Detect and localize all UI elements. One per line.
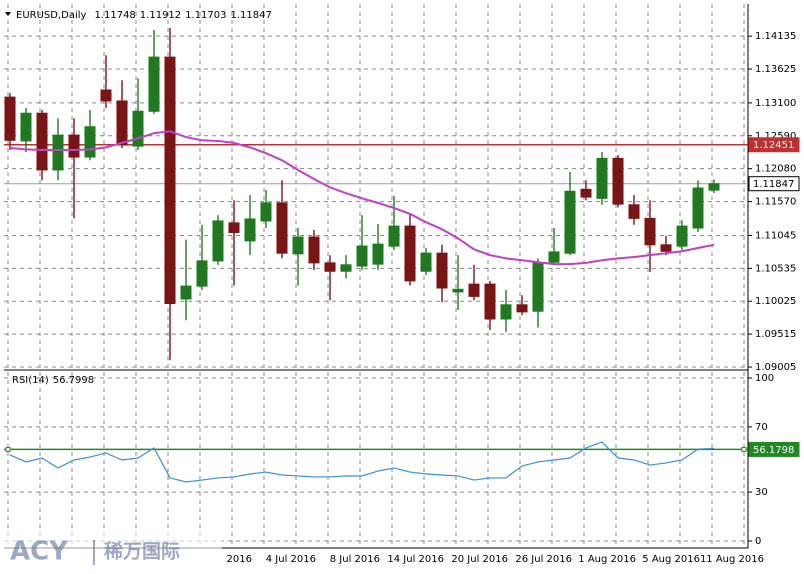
- y-tick-label: 1.09005: [755, 362, 796, 373]
- candle-body: [628, 204, 640, 219]
- symbol: EURUSD,Daily: [16, 10, 87, 21]
- header-open: 1.11748: [94, 10, 135, 21]
- y-tick-label: 30: [755, 487, 768, 498]
- level-handle: [5, 446, 11, 452]
- x-tick-label: 14 Jul 2016: [387, 554, 444, 565]
- price-label: 1.11847: [753, 179, 794, 190]
- candle-body: [516, 304, 528, 313]
- candle-body: [452, 288, 464, 293]
- candle-body: [388, 225, 400, 247]
- y-tick-label: 1.11045: [755, 230, 796, 241]
- y-tick-label: 1.10025: [755, 296, 796, 307]
- candle-body: [4, 96, 16, 141]
- candle-body: [68, 134, 80, 158]
- chart-header: EURUSD,Daily 1.11748 1.11912 1.11703 1.11847: [16, 10, 272, 21]
- candle-body: [644, 217, 656, 246]
- candle-body: [532, 262, 544, 312]
- y-tick-label: 1.12590: [755, 131, 796, 142]
- price-label-box: [748, 441, 800, 457]
- y-tick-label: 1.11570: [755, 197, 796, 208]
- candle-body: [660, 244, 672, 252]
- level-handle: [741, 446, 747, 452]
- candle-body: [356, 245, 368, 267]
- candle-body: [100, 89, 112, 102]
- y-tick-label: 100: [755, 373, 774, 384]
- candle-body: [164, 56, 176, 304]
- candle-body: [436, 252, 448, 289]
- candle-body: [596, 157, 608, 199]
- x-tick-label: 8 Jul 2016: [330, 554, 380, 565]
- x-tick-label: 11 Aug 2016: [700, 554, 764, 565]
- y-tick-label: 1.14135: [755, 31, 796, 42]
- y-tick-label: 0: [755, 536, 761, 547]
- watermark-local: 稀万国际: [104, 540, 180, 563]
- candle-body: [340, 264, 352, 272]
- candle-body: [580, 188, 592, 198]
- y-tick-label: 1.10535: [755, 263, 796, 274]
- candle-body: [612, 157, 624, 205]
- price-label-box: [748, 137, 800, 153]
- moving-average: [9, 130, 715, 266]
- header-high: 1.11912: [140, 10, 181, 21]
- x-tick-label: 20 Jul 2016: [451, 554, 508, 565]
- candle-body: [196, 260, 208, 287]
- y-tick-label: 70: [755, 422, 768, 433]
- candle-body: [308, 236, 320, 264]
- watermark: ACY 稀万国际: [0, 530, 222, 574]
- watermark-bg: [0, 530, 222, 574]
- candle-body: [420, 252, 432, 272]
- candle-body: [708, 183, 720, 191]
- x-tick-label: 26 Jul 2016: [515, 554, 572, 565]
- candle-body: [36, 112, 48, 171]
- candle-body: [468, 283, 480, 297]
- y-tick-label: 1.12080: [755, 164, 796, 175]
- rsi-header: RSI(14) 56.7998: [12, 375, 94, 386]
- candle-body: [180, 285, 192, 300]
- rsi-value: 56.7998: [53, 375, 94, 386]
- candle-body: [148, 56, 160, 112]
- candle-body: [52, 134, 64, 171]
- price-label-box: [748, 176, 800, 192]
- y-tick-label: 1.13625: [755, 64, 796, 75]
- header-low: 1.11703: [185, 10, 226, 21]
- candle-body: [676, 225, 688, 247]
- x-tick-label: 2016: [227, 554, 252, 565]
- candle-body: [116, 100, 128, 146]
- candle-body: [276, 202, 288, 254]
- header-close: 1.11847: [231, 10, 272, 21]
- candle-body: [324, 262, 336, 272]
- candle-body: [372, 243, 384, 265]
- candle-body: [228, 222, 240, 234]
- rsi-line: [9, 441, 715, 483]
- candle-body: [260, 202, 272, 222]
- candle-body: [564, 190, 576, 254]
- candle-body: [84, 126, 96, 158]
- candle-body: [484, 283, 496, 320]
- candle-body: [244, 218, 256, 242]
- rsi-name: RSI(14): [12, 375, 49, 386]
- x-tick-label: 1 Aug 2016: [578, 554, 636, 565]
- price-label: 1.12451: [753, 140, 794, 151]
- candle-body: [20, 112, 32, 142]
- candle-body: [292, 236, 304, 255]
- candle-body: [132, 110, 144, 147]
- candle-body: [212, 220, 224, 262]
- y-tick-label: 1.13100: [755, 98, 796, 109]
- candle-body: [548, 251, 560, 263]
- watermark-brand: ACY: [10, 537, 69, 567]
- menu-arrow: [5, 12, 11, 16]
- candle-body: [692, 187, 704, 229]
- y-tick-label: 1.09515: [755, 329, 796, 340]
- candle-body: [500, 304, 512, 320]
- x-tick-label: 5 Aug 2016: [642, 554, 700, 565]
- candle-body: [404, 225, 416, 282]
- x-tick-label: 4 Jul 2016: [266, 554, 316, 565]
- price-label: 56.1798: [753, 445, 794, 456]
